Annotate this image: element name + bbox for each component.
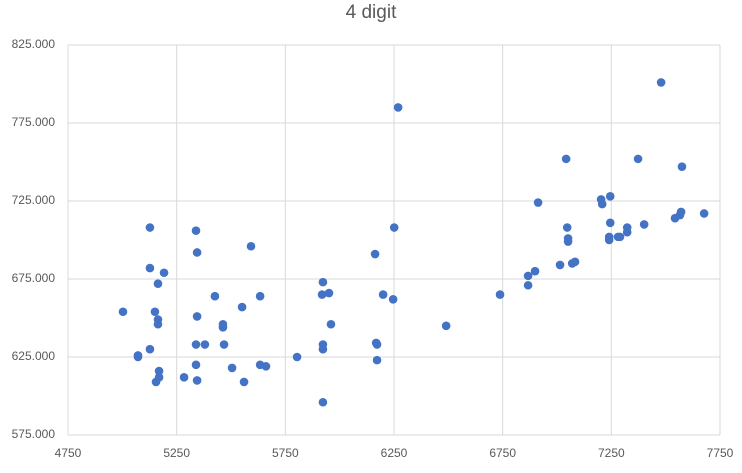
point <box>191 226 201 235</box>
point <box>292 352 302 362</box>
point <box>191 340 201 349</box>
point <box>261 362 271 371</box>
point <box>562 223 572 232</box>
y-tick-label: 775.000 <box>12 115 56 129</box>
point <box>523 271 533 281</box>
point <box>523 280 533 290</box>
point <box>555 260 565 270</box>
point <box>118 307 128 317</box>
point <box>622 227 632 237</box>
point <box>318 397 328 407</box>
point <box>150 307 160 317</box>
point <box>605 218 615 228</box>
point <box>604 235 614 245</box>
point <box>563 237 573 246</box>
point <box>246 241 256 251</box>
point <box>317 290 327 299</box>
point <box>393 103 403 112</box>
point <box>192 312 202 321</box>
point <box>699 209 709 218</box>
y-tick-label: 675.000 <box>12 271 56 285</box>
point <box>570 257 580 267</box>
point <box>145 263 155 273</box>
point <box>200 340 210 349</box>
point <box>533 198 543 207</box>
point <box>378 290 388 299</box>
point <box>389 223 399 232</box>
point <box>237 302 247 312</box>
x-tick-label: 7750 <box>707 446 734 460</box>
point <box>597 199 607 209</box>
y-tick-label: 575.000 <box>12 427 56 441</box>
x-tick-label: 6750 <box>489 446 516 460</box>
point <box>145 223 155 232</box>
point <box>370 249 380 259</box>
point <box>676 207 686 217</box>
point <box>656 78 666 87</box>
point <box>388 294 398 304</box>
point <box>326 319 336 329</box>
point <box>372 340 382 349</box>
y-tick-label: 625.000 <box>12 349 56 363</box>
point <box>153 319 163 329</box>
point <box>227 363 237 373</box>
point <box>255 291 265 301</box>
point <box>633 154 643 164</box>
point <box>441 321 451 331</box>
point <box>159 268 169 278</box>
point <box>677 162 687 171</box>
point <box>151 377 161 387</box>
point <box>218 319 228 329</box>
chart-title: 4 digit <box>346 2 397 23</box>
point <box>210 291 220 301</box>
point <box>145 344 155 354</box>
x-tick-label: 6250 <box>381 446 408 460</box>
point <box>191 360 201 370</box>
point <box>192 248 202 257</box>
x-tick-label: 5750 <box>272 446 299 460</box>
x-tick-label: 4750 <box>55 446 82 460</box>
point <box>133 351 143 360</box>
point <box>192 376 202 385</box>
point <box>639 220 649 229</box>
point <box>153 279 163 288</box>
x-tick-label: 5250 <box>163 446 190 460</box>
y-tick-label: 825.000 <box>12 37 56 51</box>
point <box>239 377 249 387</box>
point <box>605 192 615 201</box>
x-tick-label: 7250 <box>598 446 625 460</box>
point <box>318 277 328 287</box>
point <box>615 232 625 242</box>
point <box>372 355 382 365</box>
point <box>154 366 164 376</box>
y-tick-label: 725.000 <box>12 193 56 207</box>
point <box>530 266 540 276</box>
point <box>324 288 334 298</box>
point <box>561 154 571 164</box>
point <box>179 372 189 382</box>
point <box>495 290 505 299</box>
point <box>219 340 229 349</box>
point <box>318 344 328 354</box>
